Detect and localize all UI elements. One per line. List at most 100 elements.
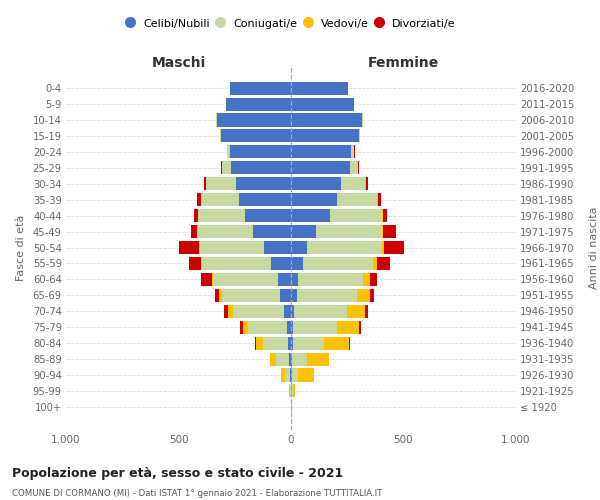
Bar	[229, 304, 233, 318]
Bar	[217, 114, 291, 126]
Bar	[370, 273, 377, 286]
Bar	[291, 368, 292, 382]
Bar	[316, 225, 382, 238]
Bar	[291, 320, 293, 334]
Bar	[354, 146, 355, 158]
Bar	[287, 336, 291, 349]
Bar	[382, 241, 384, 254]
Bar	[291, 162, 349, 174]
Bar	[179, 241, 199, 254]
Bar	[197, 225, 253, 238]
Bar	[201, 193, 239, 206]
Bar	[373, 257, 377, 270]
Bar	[292, 368, 298, 382]
Bar	[304, 257, 373, 270]
Bar	[219, 289, 223, 302]
Legend: Celibi/Nubili, Coniugati/e, Vedovi/e, Divorziati/e: Celibi/Nubili, Coniugati/e, Vedovi/e, Di…	[124, 16, 458, 31]
Bar	[227, 146, 230, 158]
Bar	[281, 368, 286, 382]
Bar	[365, 177, 366, 190]
Bar	[377, 193, 381, 206]
Bar	[358, 162, 359, 174]
Bar	[230, 82, 291, 94]
Bar	[370, 289, 374, 302]
Bar	[384, 241, 404, 254]
Bar	[293, 320, 337, 334]
Bar	[233, 304, 284, 318]
Bar	[365, 304, 368, 318]
Bar	[291, 273, 298, 286]
Bar	[307, 241, 382, 254]
Bar	[194, 209, 197, 222]
Bar	[363, 273, 370, 286]
Bar	[269, 352, 277, 366]
Bar	[199, 241, 200, 254]
Bar	[291, 114, 362, 126]
Y-axis label: Anni di nascita: Anni di nascita	[589, 206, 599, 289]
Bar	[202, 257, 271, 270]
Bar	[280, 289, 291, 302]
Bar	[291, 130, 359, 142]
Bar	[232, 162, 291, 174]
Bar	[289, 352, 291, 366]
Bar	[197, 209, 245, 222]
Bar	[359, 320, 361, 334]
Bar	[382, 225, 383, 238]
Bar	[349, 336, 350, 349]
Bar	[298, 368, 314, 382]
Bar	[190, 257, 201, 270]
Bar	[358, 289, 370, 302]
Bar	[383, 209, 387, 222]
Bar	[253, 225, 291, 238]
Bar	[263, 336, 287, 349]
Bar	[215, 114, 217, 126]
Bar	[277, 273, 291, 286]
Text: Maschi: Maschi	[151, 56, 206, 70]
Bar	[248, 320, 287, 334]
Bar	[293, 384, 295, 398]
Bar	[245, 209, 291, 222]
Bar	[277, 352, 289, 366]
Bar	[347, 304, 365, 318]
Bar	[295, 304, 347, 318]
Bar	[290, 368, 291, 382]
Bar	[291, 241, 307, 254]
Bar	[223, 289, 280, 302]
Bar	[197, 193, 201, 206]
Bar	[383, 225, 397, 238]
Bar	[201, 257, 202, 270]
Bar	[221, 162, 223, 174]
Bar	[350, 146, 354, 158]
Bar	[337, 320, 359, 334]
Text: COMUNE DI CORMANO (MI) - Dati ISTAT 1° gennaio 2021 - Elaborazione TUTTITALIA.IT: COMUNE DI CORMANO (MI) - Dati ISTAT 1° g…	[12, 489, 382, 498]
Bar	[293, 336, 323, 349]
Bar	[331, 209, 382, 222]
Bar	[289, 384, 290, 398]
Bar	[226, 98, 291, 110]
Bar	[382, 209, 383, 222]
Bar	[255, 336, 256, 349]
Bar	[296, 289, 358, 302]
Bar	[291, 257, 304, 270]
Bar	[202, 273, 212, 286]
Bar	[291, 225, 316, 238]
Bar	[287, 320, 291, 334]
Bar	[220, 130, 221, 142]
Bar	[362, 114, 363, 126]
Text: Femmine: Femmine	[368, 56, 439, 70]
Bar	[341, 177, 365, 190]
Bar	[377, 257, 390, 270]
Bar	[236, 177, 291, 190]
Text: Popolazione per età, sesso e stato civile - 2021: Popolazione per età, sesso e stato civil…	[12, 468, 343, 480]
Bar	[200, 241, 264, 254]
Bar	[242, 320, 248, 334]
Bar	[349, 162, 358, 174]
Bar	[205, 177, 236, 190]
Bar	[256, 336, 263, 349]
Bar	[241, 320, 242, 334]
Bar	[366, 177, 368, 190]
Bar	[323, 336, 349, 349]
Bar	[264, 241, 291, 254]
Bar	[307, 352, 329, 366]
Bar	[224, 304, 229, 318]
